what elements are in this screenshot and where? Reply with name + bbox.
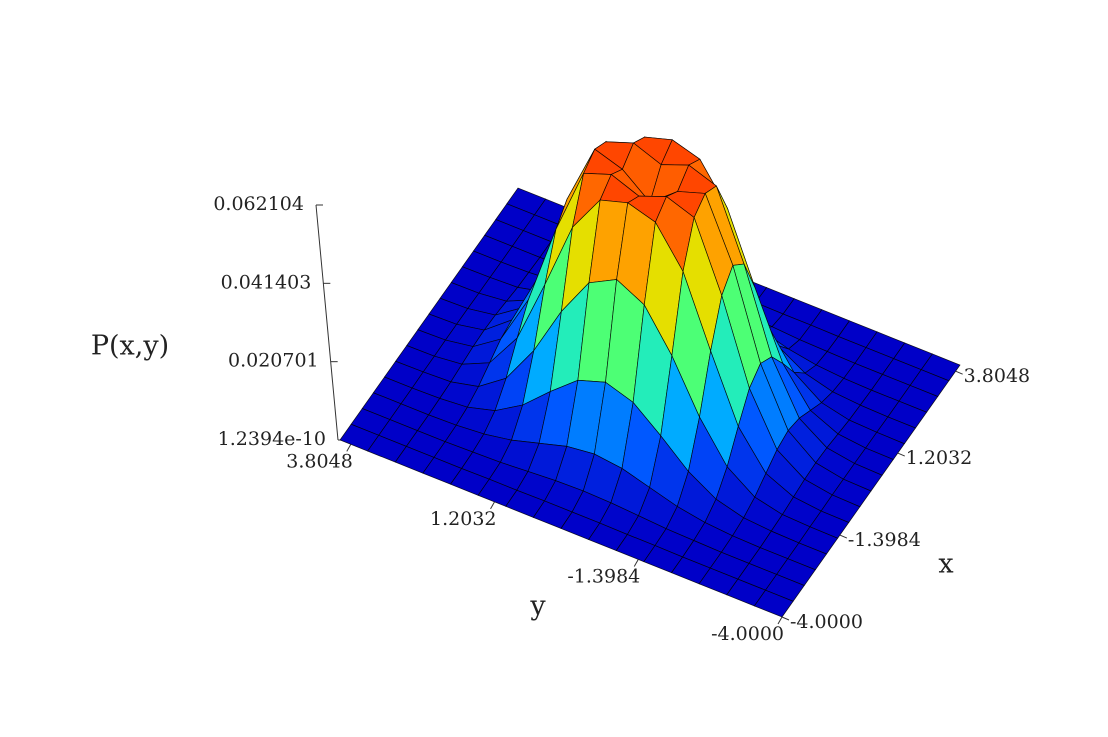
z-tick-label: 0.041403 (221, 271, 312, 293)
y-tick (490, 501, 495, 510)
y-tick-label: -1.3984 (567, 565, 640, 587)
x-axis-label: x (938, 549, 953, 580)
y-tick-label: 1.2032 (430, 508, 496, 530)
z-tick-label: 1.2394e-10 (218, 428, 326, 450)
x-tick (955, 370, 963, 375)
y-tick-label: -4.0000 (711, 623, 784, 645)
y-axis-label: y (529, 591, 546, 622)
z-tick-label: 0.020701 (228, 350, 319, 372)
x-tick-label: 1.2032 (906, 447, 972, 469)
y-tick (346, 444, 352, 452)
x-tick (781, 616, 790, 621)
z-tick-label: 0.062104 (213, 193, 304, 215)
x-tick-label: 3.8048 (964, 365, 1030, 387)
x-tick-label: -4.0000 (790, 611, 863, 633)
y-tick (633, 559, 639, 567)
x-tick-label: -1.3984 (848, 529, 921, 551)
y-tick-label: 3.8048 (286, 450, 352, 472)
y-tick (777, 616, 783, 625)
surface-patch (753, 589, 794, 618)
x-tick (839, 534, 848, 539)
x-tick (897, 452, 905, 457)
z-axis-line (315, 204, 339, 441)
z-axis-label: P(x,y) (91, 331, 169, 362)
